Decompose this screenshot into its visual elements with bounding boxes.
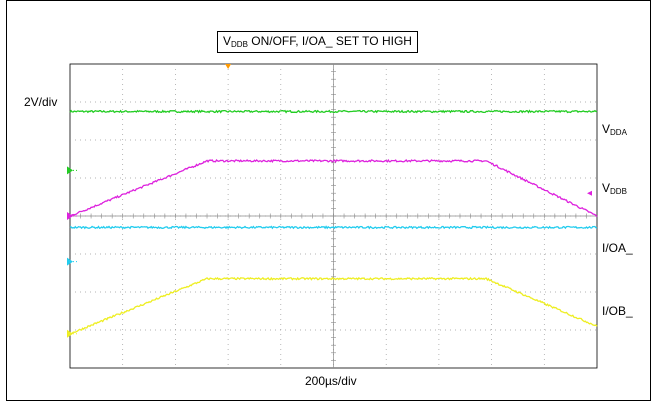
vertical-scale-label: 2V/div — [24, 95, 58, 109]
chart-title: VDDB ON/OFF, I/OA_ SET TO HIGH — [217, 31, 418, 53]
ground-marker-2 — [67, 257, 73, 266]
channel-markers — [67, 64, 592, 338]
ground-marker-1 — [67, 212, 73, 220]
series-label-iob: I/OB_ — [602, 304, 633, 318]
series-label-vddb: VDDB — [602, 181, 627, 196]
title-rest: ON/OFF, I/OA_ SET TO HIGH — [247, 34, 412, 48]
trace-3 — [69, 276, 598, 335]
ground-marker-0 — [67, 166, 73, 175]
trace-0 — [69, 109, 598, 114]
trigger-marker — [225, 64, 232, 69]
trace-1 — [69, 158, 598, 218]
series-label-ioa: I/OA_ — [602, 241, 633, 255]
title-v: V — [223, 34, 232, 48]
level-marker — [587, 190, 592, 196]
trace-2 — [69, 225, 598, 230]
title-sub: DDB — [231, 40, 248, 49]
horizontal-scale-label: 200µs/div — [305, 374, 357, 388]
series-label-vdda: VDDA — [602, 122, 627, 137]
ground-marker-3 — [67, 329, 73, 338]
waveform-traces — [69, 109, 598, 335]
graticule — [70, 64, 597, 368]
